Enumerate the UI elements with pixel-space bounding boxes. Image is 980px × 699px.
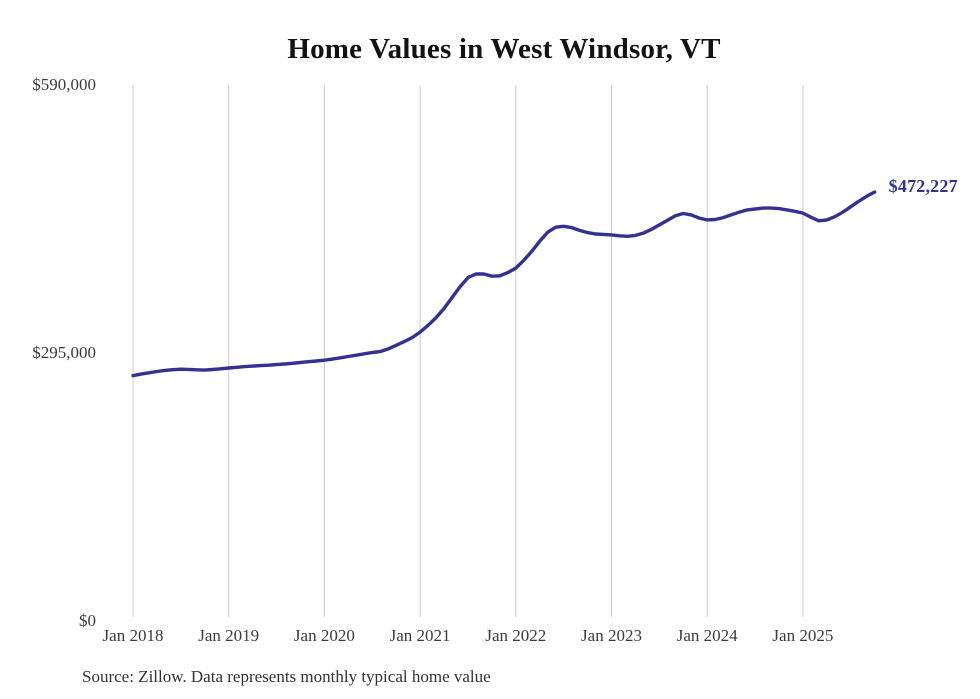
x-tick-label-2023: Jan 2023 xyxy=(581,626,642,645)
x-tick-label-2018: Jan 2018 xyxy=(102,626,164,645)
x-tick-label-2019: Jan 2019 xyxy=(198,626,260,645)
y-tick-label-295000: $295,000 xyxy=(32,343,96,362)
source-note: Source: Zillow. Data represents monthly … xyxy=(82,667,491,686)
x-tick-label-2020: Jan 2020 xyxy=(293,626,355,645)
x-tick-label-2021: Jan 2021 xyxy=(389,626,451,645)
x-tick-label-2022: Jan 2022 xyxy=(485,626,547,645)
x-tick-label-2024: Jan 2024 xyxy=(676,626,738,645)
y-tick-label-590000: $590,000 xyxy=(32,75,96,94)
y-tick-label-0: $0 xyxy=(79,611,96,630)
chart-title: Home Values in West Windsor, VT xyxy=(287,33,721,65)
latest-value-label: $472,227 xyxy=(888,175,958,196)
x-tick-label-2025: Jan 2025 xyxy=(772,626,834,645)
